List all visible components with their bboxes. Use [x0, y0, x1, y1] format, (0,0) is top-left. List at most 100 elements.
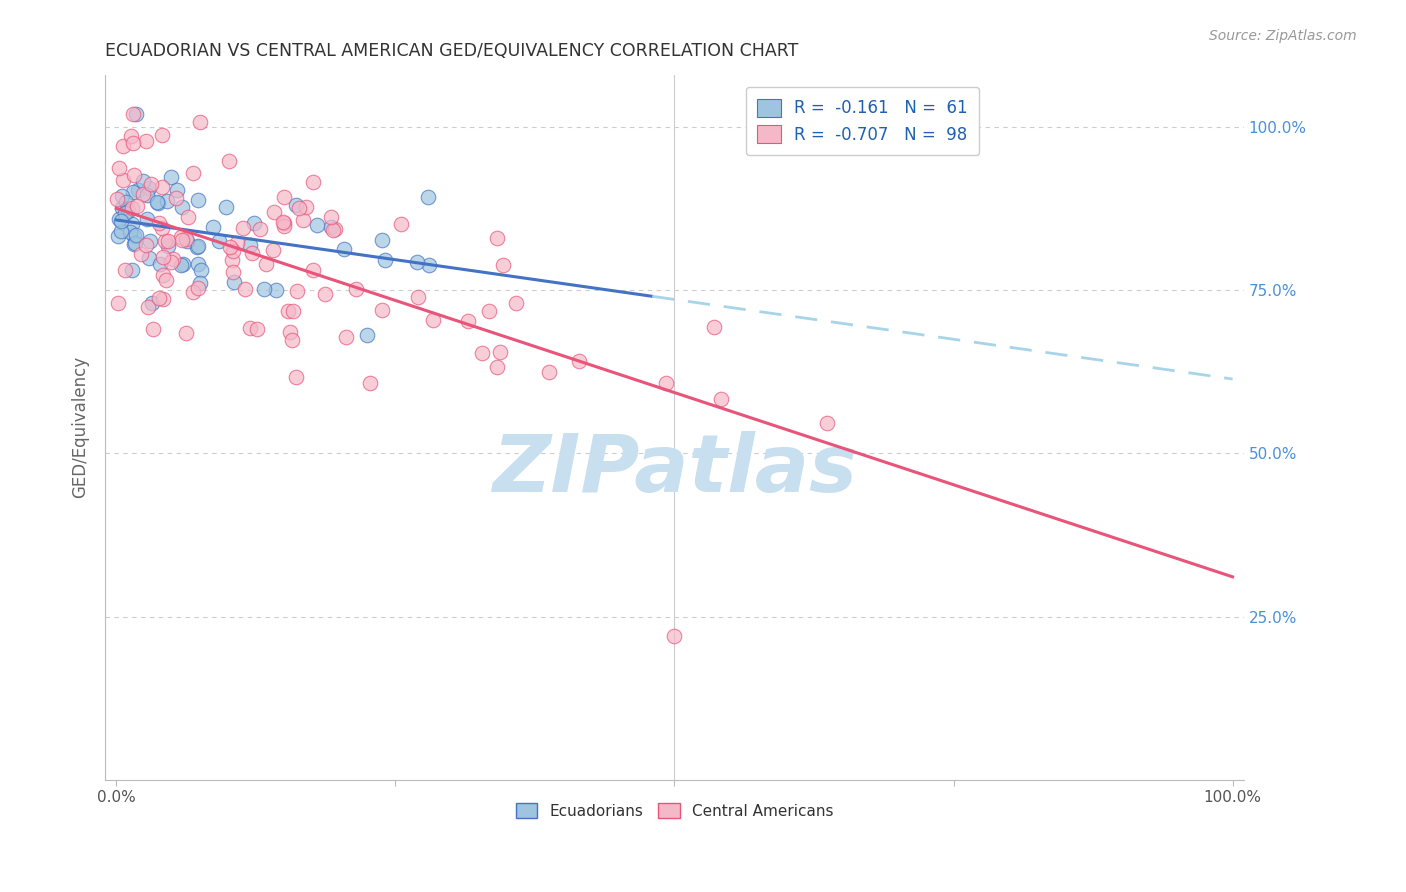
- Point: [114, 205, 136, 219]
- Point: [174, 232, 197, 246]
- Point: [153, 234, 176, 248]
- Point: [181, 166, 204, 180]
- Point: [149, 257, 172, 271]
- Point: [159, 170, 181, 185]
- Point: [263, 205, 285, 219]
- Point: [486, 231, 509, 245]
- Point: [215, 200, 238, 214]
- Point: [135, 135, 157, 149]
- Point: [155, 273, 177, 287]
- Point: [111, 173, 134, 187]
- Point: [319, 220, 342, 235]
- Y-axis label: GED/Equivalency: GED/Equivalency: [72, 356, 89, 499]
- Point: [292, 213, 315, 227]
- Point: [222, 265, 245, 279]
- Point: [110, 214, 132, 228]
- Point: [273, 215, 295, 229]
- Point: [112, 138, 135, 153]
- Point: [157, 239, 180, 253]
- Point: [664, 629, 686, 643]
- Point: [190, 262, 212, 277]
- Point: [148, 216, 170, 230]
- Point: [165, 191, 187, 205]
- Point: [111, 201, 134, 215]
- Point: [150, 128, 173, 142]
- Point: [219, 239, 242, 253]
- Point: [322, 223, 344, 237]
- Point: [253, 282, 276, 296]
- Point: [172, 257, 194, 271]
- Point: [146, 194, 169, 209]
- Text: Source: ZipAtlas.com: Source: ZipAtlas.com: [1209, 29, 1357, 43]
- Point: [136, 188, 159, 202]
- Point: [567, 354, 589, 368]
- Point: [406, 254, 429, 268]
- Point: [491, 258, 513, 272]
- Point: [222, 244, 245, 258]
- Text: ZIPatlas: ZIPatlas: [492, 431, 858, 508]
- Point: [187, 193, 209, 207]
- Point: [262, 243, 284, 257]
- Point: [121, 201, 143, 215]
- Point: [177, 211, 200, 225]
- Point: [323, 222, 346, 236]
- Point: [277, 304, 299, 318]
- Point: [333, 243, 356, 257]
- Point: [124, 237, 146, 252]
- Point: [486, 360, 509, 375]
- Point: [281, 333, 304, 347]
- Point: [121, 218, 143, 232]
- Point: [285, 284, 308, 298]
- Point: [356, 328, 378, 343]
- Point: [114, 195, 136, 210]
- Point: [122, 185, 145, 199]
- Point: [186, 239, 208, 253]
- Point: [232, 221, 254, 235]
- Point: [187, 239, 209, 253]
- Point: [218, 153, 240, 168]
- Point: [225, 236, 247, 251]
- Point: [110, 224, 132, 238]
- Point: [166, 183, 188, 197]
- Point: [138, 252, 160, 266]
- Point: [121, 136, 143, 151]
- Point: [281, 303, 304, 318]
- Point: [374, 253, 396, 268]
- Point: [278, 325, 301, 339]
- Point: [285, 198, 308, 212]
- Point: [187, 257, 209, 271]
- Point: [152, 292, 174, 306]
- Point: [239, 321, 262, 335]
- Point: [239, 238, 262, 252]
- Legend: Ecuadorians, Central Americans: Ecuadorians, Central Americans: [509, 797, 839, 825]
- Point: [335, 330, 357, 344]
- Point: [287, 201, 309, 215]
- Point: [170, 201, 193, 215]
- Point: [478, 303, 501, 318]
- Point: [121, 262, 143, 277]
- Point: [107, 296, 129, 310]
- Point: [302, 262, 325, 277]
- Point: [156, 194, 179, 208]
- Point: [124, 228, 146, 243]
- Point: [457, 314, 479, 328]
- Point: [108, 161, 131, 175]
- Point: [135, 238, 157, 252]
- Point: [170, 230, 193, 244]
- Point: [105, 192, 128, 206]
- Point: [319, 210, 342, 224]
- Point: [176, 234, 198, 248]
- Point: [284, 370, 307, 384]
- Point: [246, 322, 269, 336]
- Point: [233, 282, 256, 296]
- Point: [408, 290, 430, 304]
- Point: [314, 287, 336, 301]
- Point: [359, 376, 381, 390]
- Text: ECUADORIAN VS CENTRAL AMERICAN GED/EQUIVALENCY CORRELATION CHART: ECUADORIAN VS CENTRAL AMERICAN GED/EQUIV…: [105, 42, 799, 60]
- Point: [160, 255, 183, 269]
- Point: [505, 296, 527, 310]
- Point: [538, 365, 561, 379]
- Point: [655, 376, 678, 391]
- Point: [107, 229, 129, 244]
- Point: [710, 392, 733, 407]
